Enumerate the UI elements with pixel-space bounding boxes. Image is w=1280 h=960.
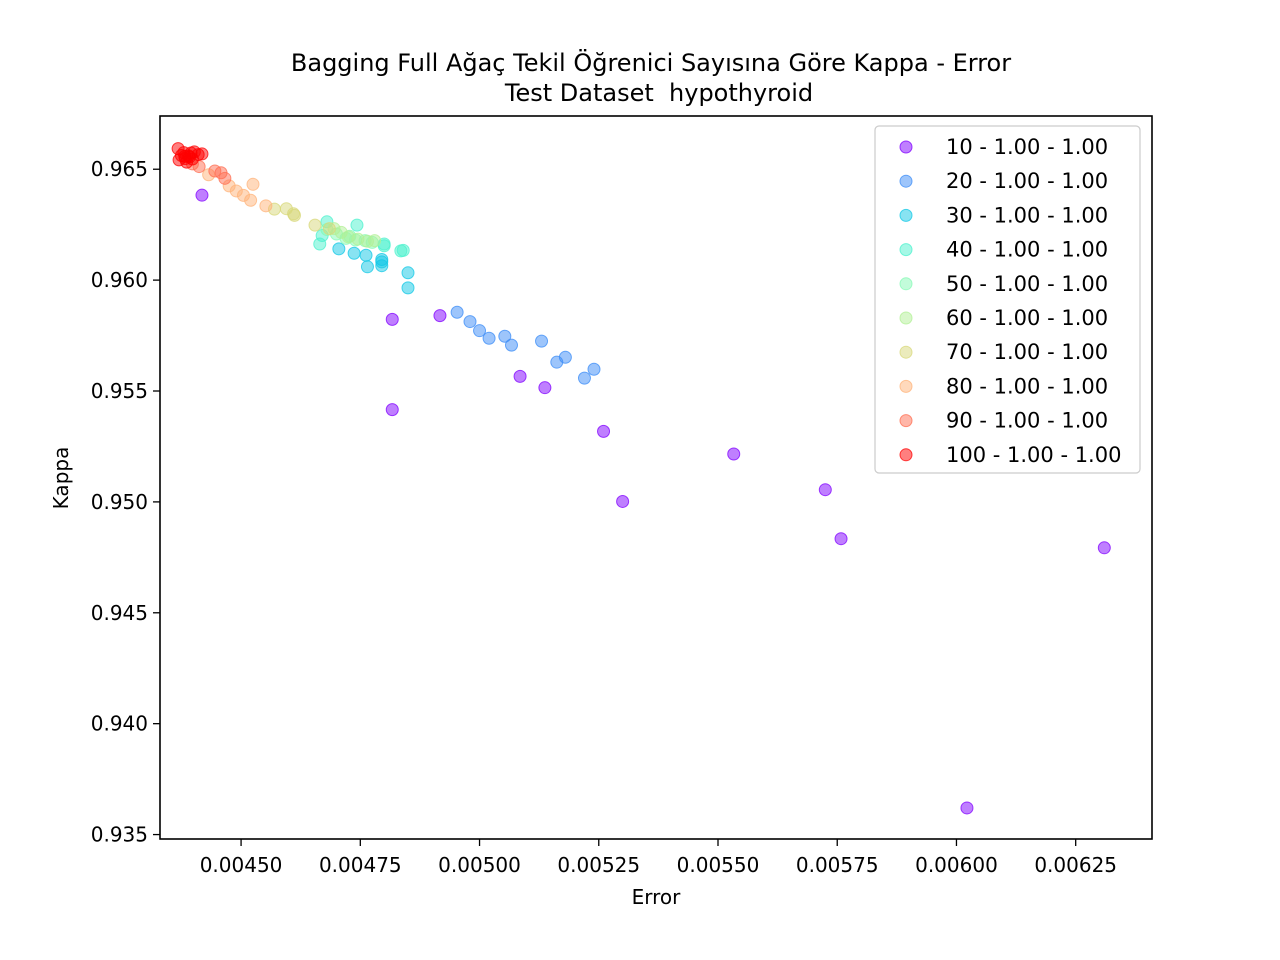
data-point — [375, 252, 389, 266]
y-tick-label: 0.940 — [91, 712, 148, 736]
data-point — [368, 234, 382, 248]
series-group — [332, 242, 415, 295]
data-point — [433, 309, 447, 323]
legend-label: 20 - 1.00 - 1.00 — [946, 169, 1108, 193]
data-point — [727, 447, 741, 461]
x-tick-label: 0.00475 — [319, 853, 402, 877]
x-tick-label: 0.00575 — [796, 853, 879, 877]
legend-label: 100 - 1.00 - 1.00 — [946, 443, 1121, 467]
legend-marker — [899, 414, 913, 428]
data-point — [504, 338, 518, 352]
data-point — [350, 218, 364, 232]
data-point — [577, 371, 591, 385]
legend-marker — [899, 345, 913, 359]
legend-label: 90 - 1.00 - 1.00 — [946, 409, 1108, 433]
x-tick-label: 0.00500 — [438, 853, 521, 877]
data-point — [535, 334, 549, 348]
data-point — [597, 424, 611, 438]
legend-label: 30 - 1.00 - 1.00 — [946, 203, 1108, 227]
data-point — [473, 324, 487, 338]
legend-label: 60 - 1.00 - 1.00 — [946, 306, 1108, 330]
plot-area — [171, 142, 1111, 815]
series-group — [195, 188, 1111, 815]
legend-frame — [874, 125, 1141, 474]
data-point — [513, 369, 527, 383]
legend-label: 10 - 1.00 - 1.00 — [946, 135, 1108, 159]
data-point — [587, 362, 601, 376]
data-point — [385, 403, 399, 417]
x-tick-label: 0.00625 — [1034, 853, 1117, 877]
legend-marker — [899, 448, 913, 462]
x-tick-label: 0.00450 — [200, 853, 283, 877]
legend-marker — [899, 311, 913, 325]
data-point — [616, 494, 630, 508]
data-point — [818, 483, 832, 497]
data-point — [259, 199, 273, 213]
data-point — [244, 193, 258, 207]
axes-frame — [159, 115, 1153, 840]
data-point — [360, 260, 374, 274]
y-tick-label: 0.945 — [91, 601, 148, 625]
chart-subtitle: Test Dataset hypothyroid — [504, 79, 813, 107]
data-point — [385, 312, 399, 326]
data-point — [834, 532, 848, 546]
legend-marker — [899, 379, 913, 393]
data-point — [322, 222, 336, 236]
legend-label: 70 - 1.00 - 1.00 — [946, 340, 1108, 364]
x-tick-label: 0.00550 — [677, 853, 760, 877]
data-point — [463, 315, 477, 329]
series-group — [267, 202, 336, 236]
x-tick-label: 0.00525 — [557, 853, 640, 877]
data-point — [498, 329, 512, 343]
data-point — [558, 350, 572, 364]
y-axis-label: Kappa — [49, 447, 73, 510]
chart-title: Bagging Full Ağaç Tekil Öğrenici Sayısın… — [291, 48, 1011, 77]
data-point — [332, 242, 346, 256]
data-point — [538, 381, 552, 395]
series-group — [450, 305, 601, 385]
y-tick-label: 0.935 — [91, 823, 148, 847]
data-point — [401, 281, 415, 295]
data-point — [1097, 541, 1111, 555]
legend-marker — [899, 243, 913, 257]
legend: 10 - 1.00 - 1.00 20 - 1.00 - 1.00 30 - 1.0… — [874, 125, 1141, 474]
data-point — [960, 801, 974, 815]
data-point — [287, 208, 301, 222]
legend-marker — [899, 208, 913, 222]
data-point — [246, 177, 260, 191]
data-point — [218, 171, 232, 185]
data-point — [450, 305, 464, 319]
y-axis: 0.935 0.940 0.945 0.950 0.955 0.960 0.965 — [91, 157, 160, 847]
data-point — [195, 188, 209, 202]
data-point — [482, 331, 496, 345]
y-tick-label: 0.955 — [91, 379, 148, 403]
data-point — [308, 218, 322, 232]
y-tick-label: 0.965 — [91, 157, 148, 181]
x-tick-label: 0.00600 — [915, 853, 998, 877]
data-point — [178, 149, 192, 163]
data-point — [195, 147, 209, 161]
data-point — [347, 246, 361, 260]
legend-marker — [899, 277, 913, 291]
x-axis: 0.00450 0.00475 0.00500 0.00525 0.00550 0.005… — [200, 839, 1117, 877]
legend-marker — [899, 174, 913, 188]
y-tick-label: 0.960 — [91, 268, 148, 292]
data-point — [401, 266, 415, 280]
series-group — [171, 142, 209, 169]
data-point — [396, 243, 410, 257]
legend-label: 50 - 1.00 - 1.00 — [946, 272, 1108, 296]
y-tick-label: 0.950 — [91, 490, 148, 514]
data-point — [359, 248, 373, 262]
legend-marker — [899, 140, 913, 154]
legend-label: 80 - 1.00 - 1.00 — [946, 374, 1108, 398]
legend-label: 40 - 1.00 - 1.00 — [946, 238, 1108, 262]
x-axis-label: Error — [632, 885, 682, 909]
